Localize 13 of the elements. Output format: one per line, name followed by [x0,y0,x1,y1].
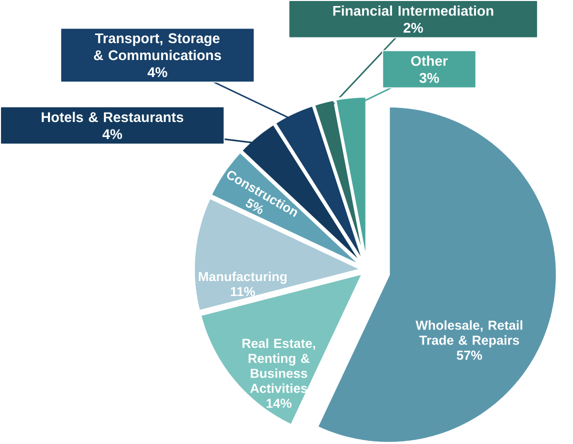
slice-label: Financial Intermediation [333,5,494,16]
data-label: 11% [230,286,256,296]
data-label: 14% [266,398,292,408]
data-label: 4% [148,67,168,77]
data-label: 2% [404,22,423,33]
slice-label: Other [411,55,448,66]
slice-label: Hotels & Restaurants [42,112,184,122]
data-label: 3% [419,72,439,83]
data-label: 57% [456,350,482,360]
slice-label: Real Estate, Renting & Business Activities [242,338,316,393]
slice-label: Transport, Storage & Communications [94,33,222,60]
slice-label: Wholesale, Retail Trade & Repairs [416,320,522,348]
slice-label: Manufacturing [198,271,287,284]
